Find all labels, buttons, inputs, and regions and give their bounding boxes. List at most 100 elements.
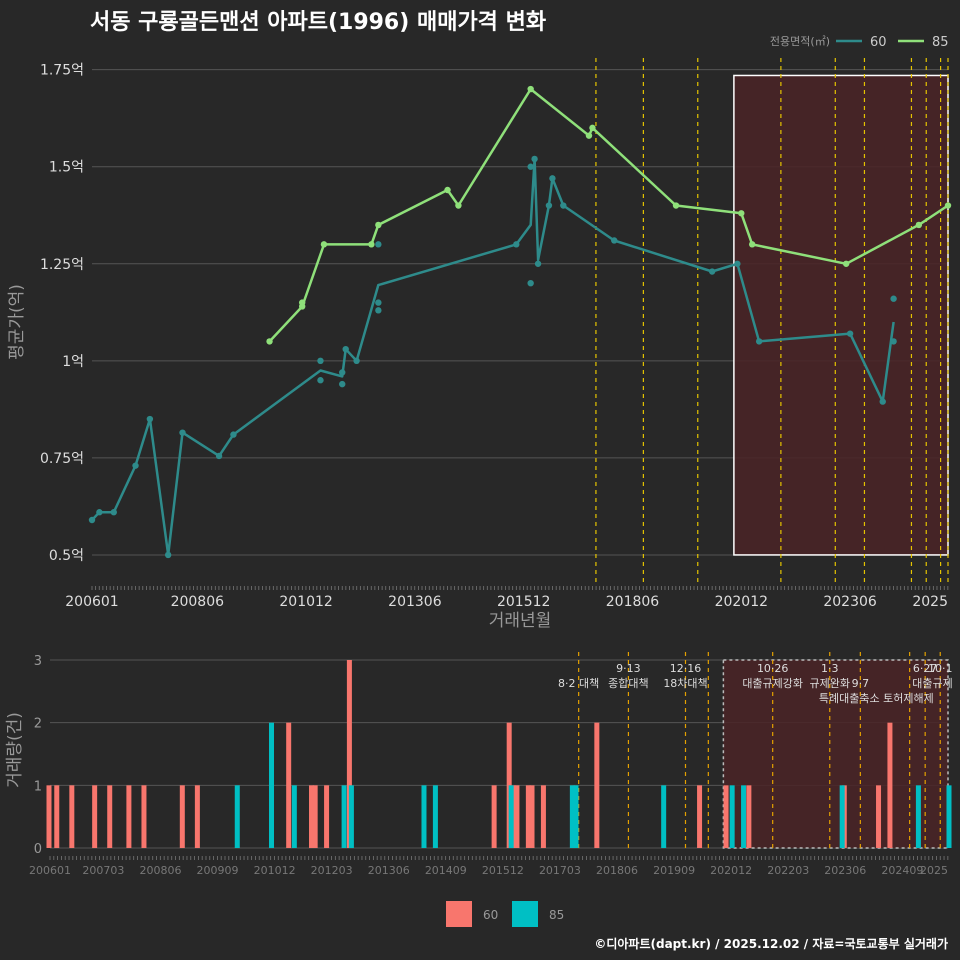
data-point-60 [339, 369, 346, 376]
price-x-tick-label: 200806 [171, 594, 225, 610]
data-point-85 [298, 303, 306, 310]
data-point-85 [527, 85, 534, 93]
footer-credit: ©디아파트(dapt.kr) / 2025.12.02 / 자료=국토교통부 실… [594, 936, 948, 951]
data-point-60 [146, 415, 154, 423]
legend-label-85-bottom: 85 [549, 908, 564, 922]
data-point-85 [842, 260, 850, 267]
volume-x-tick-label: 201012 [254, 864, 296, 877]
price-x-tick-label: 200601 [65, 594, 118, 610]
data-point-60 [96, 509, 103, 516]
volume-bar-60 [525, 785, 531, 848]
data-point-85 [375, 221, 382, 229]
price-x-tick-label: 201012 [279, 594, 332, 610]
data-point-60 [88, 516, 96, 524]
data-point-60 [611, 237, 618, 244]
volume-x-tick-label: 2025 [920, 864, 948, 877]
volume-x-tick-label: 202306 [824, 864, 866, 877]
data-point-60 [353, 357, 360, 365]
data-point-85 [444, 186, 451, 194]
data-point-85 [738, 210, 745, 217]
volume-bar-60 [54, 785, 60, 848]
data-point-60 [179, 429, 186, 436]
volume-bar-85 [234, 785, 240, 848]
data-point-85 [672, 202, 680, 209]
price-y-tick-label: 0.75억 [40, 451, 84, 467]
volume-bar-85 [341, 785, 347, 848]
policy-annotation: 특례대출축소 토허제해제 [819, 691, 934, 705]
volume-bar-85 [569, 785, 575, 848]
data-point-85 [266, 338, 273, 345]
volume-bar-85 [729, 785, 735, 848]
volume-x-tick-label: 201512 [482, 864, 524, 877]
data-point-60 [534, 260, 542, 267]
volume-y-tick-label: 3 [34, 654, 42, 669]
volume-x-tick-label: 201306 [368, 864, 410, 877]
volume-x-tick-label: 200703 [82, 864, 124, 877]
series-line-85 [268, 87, 949, 343]
volume-highlight-region [722, 659, 949, 849]
chart-title: 서동 구룡골든맨션 아파트(1996) 매매가격 변화 [90, 10, 546, 35]
data-point-60 [317, 377, 324, 384]
legend-label-60-bottom: 60 [483, 908, 498, 922]
legend-swatch-60 [446, 901, 472, 927]
series-line-60 [91, 157, 895, 557]
legend-label-85: 85 [932, 35, 949, 50]
data-point-60 [890, 338, 897, 345]
legend-title: 전용면적(㎡) [770, 35, 830, 48]
volume-bar-60 [723, 785, 729, 848]
volume-x-tick-label: 202409 [881, 864, 923, 877]
data-point-60 [317, 357, 324, 365]
data-point-85 [368, 241, 375, 248]
volume-x-tick-label: 201909 [653, 864, 695, 877]
volume-x-tick-label: 200909 [197, 864, 239, 877]
policy-annotation: 1·3 [821, 662, 839, 675]
volume-bar-85 [946, 785, 952, 848]
data-point-60 [531, 155, 538, 163]
volume-bar-60 [697, 785, 703, 848]
volume-bar-85 [839, 785, 845, 848]
volume-bar-60 [286, 722, 292, 848]
price-chart: 0.5억 0.75억 1억 1.25억 1.5억 1.75억 200601 200806 201… [7, 58, 952, 631]
volume-bar-60 [179, 785, 185, 848]
volume-bar-85 [661, 785, 667, 848]
volume-x-tick-label: 200806 [139, 864, 181, 877]
data-point-60 [215, 452, 223, 460]
volume-bar-60 [309, 785, 315, 848]
data-point-60 [230, 431, 237, 438]
volume-x-tick-label: 201203 [311, 864, 353, 877]
volume-bar-60 [92, 785, 98, 848]
policy-annotation: 12·16 [670, 662, 702, 675]
volume-bar-60 [876, 785, 882, 848]
data-point-85 [585, 132, 593, 139]
policy-annotation: 규제완화 [810, 677, 850, 690]
volume-chart: 0 1 2 3 8·2 대책 9·13 종합대책 12·16 18차대책 10·26 대출규제강화 1… [5, 652, 953, 877]
data-point-60 [342, 345, 349, 353]
policy-annotation: 종합대책 [608, 677, 648, 690]
volume-y-tick-label: 1 [34, 779, 42, 794]
data-point-60 [132, 462, 139, 469]
legend-swatch-85 [512, 901, 538, 927]
volume-bar-60 [126, 785, 132, 848]
price-legend: 전용면적(㎡) 60 85 [770, 35, 949, 50]
volume-bar-85 [348, 785, 354, 848]
volume-bar-60 [887, 722, 893, 848]
price-x-axis-title: 거래년월 [489, 611, 552, 631]
price-x-tick-label: 201806 [606, 594, 660, 610]
volume-bar-85 [915, 785, 921, 848]
volume-bar-60 [514, 785, 520, 848]
volume-bar-85 [421, 785, 427, 848]
price-y-tick-label: 0.5억 [49, 548, 84, 564]
volume-bar-60 [312, 785, 318, 848]
volume-bar-60 [69, 785, 75, 848]
volume-bar-85 [741, 785, 747, 848]
volume-x-tick-label: 201409 [425, 864, 467, 877]
data-point-60 [734, 260, 741, 267]
data-point-60 [527, 279, 534, 287]
price-x-tick-label: 201512 [497, 594, 550, 610]
data-point-85 [589, 124, 596, 132]
data-point-85 [455, 202, 462, 209]
data-point-60 [560, 202, 567, 209]
data-point-60 [513, 241, 520, 248]
data-point-60 [164, 551, 172, 559]
volume-bar-85 [432, 785, 438, 848]
